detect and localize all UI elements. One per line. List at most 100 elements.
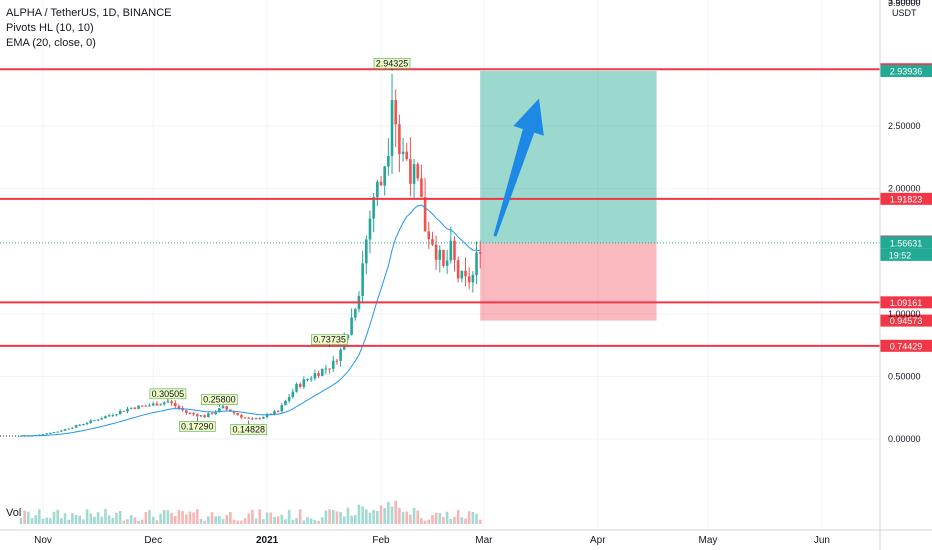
volume-bar (184, 514, 188, 524)
axis-tag-text: 1.56631 (890, 238, 923, 248)
candle-body (456, 260, 460, 279)
volume-bar (214, 516, 217, 524)
horizontal-levels[interactable]: 2.953251.918231.091610.744292.939361.577… (0, 63, 932, 352)
candle-body (196, 414, 199, 417)
candle-body (262, 417, 265, 419)
candle-body (107, 415, 111, 417)
price-tick-label: 2.00000 (888, 184, 921, 194)
axis-tag-text: 2.93936 (890, 66, 923, 76)
volume-bar (376, 510, 379, 524)
candle-body (346, 334, 350, 339)
stop-zone (480, 242, 657, 321)
volume-bar (96, 512, 100, 524)
volume-bar (317, 520, 320, 524)
time-tick-label: Nov (34, 535, 52, 546)
candle-body (118, 410, 122, 415)
volume-bar (243, 518, 247, 524)
time-tick-label: Dec (144, 535, 162, 546)
candle-body (398, 124, 401, 155)
volume-bar (287, 509, 291, 524)
volume-bar (273, 516, 276, 524)
candle-body (335, 360, 339, 362)
up-arrow-drawing[interactable] (493, 98, 544, 237)
candle-body (449, 240, 453, 261)
countdown-tag (880, 248, 932, 261)
candle-body (401, 151, 405, 155)
candle-body (170, 401, 173, 404)
candle-body (85, 422, 89, 425)
volume-bar (262, 519, 265, 524)
volume-bar (56, 509, 59, 524)
volume-bar (357, 504, 361, 524)
volume-bar (196, 509, 199, 524)
candle-body (353, 309, 357, 318)
pivot-box (373, 58, 411, 69)
candle-body (324, 368, 328, 370)
volume-bar (420, 518, 423, 524)
volume-bar (166, 510, 170, 524)
volume-bar (339, 511, 342, 524)
axis-tag-text: 0.94573 (890, 316, 923, 326)
volume-bar (346, 507, 350, 524)
volume-bar (71, 513, 74, 524)
ema-indicator-label[interactable]: EMA (20, close, 0) (6, 37, 96, 49)
volume-bar (335, 511, 339, 524)
volume-bar (225, 514, 228, 524)
symbol-title[interactable]: ALPHA / TetherUS, 1D, BINANCE (6, 7, 172, 19)
volume-bar (438, 513, 442, 524)
candle-body (177, 406, 181, 409)
candle-body (115, 414, 118, 416)
volume-bar (309, 518, 313, 524)
volume-bar (85, 509, 89, 524)
volume-bar (60, 518, 63, 524)
candle-body (104, 416, 107, 419)
long-position-tool[interactable] (480, 70, 657, 321)
candle-body (309, 378, 313, 380)
volume-bar (467, 511, 471, 524)
volume-bar (313, 519, 317, 524)
candle-body (140, 405, 144, 407)
candle-body (74, 425, 78, 428)
candle-body (63, 429, 67, 431)
chart-grid (0, 0, 880, 530)
volume-bar (45, 517, 48, 524)
volume-bar (49, 518, 52, 524)
pivot-text: 0.30505 (152, 389, 185, 399)
volume-bar (89, 513, 93, 524)
candle-body (416, 164, 420, 179)
volume-bar (475, 513, 478, 524)
candle-body (331, 360, 335, 369)
volume-bar (173, 516, 177, 524)
volume-bar (401, 512, 405, 524)
candle-body (372, 197, 375, 219)
volume-bar (111, 517, 115, 524)
volume-bar (464, 518, 467, 524)
candle-body (379, 181, 383, 186)
volume-bar (291, 519, 295, 524)
volume-bar (379, 505, 383, 524)
volume-bar (412, 507, 416, 524)
volume-bar (162, 510, 166, 524)
candle-body (284, 400, 287, 406)
volume-bar (115, 512, 118, 524)
price-tick-label: 2.50000 (888, 121, 921, 131)
candle-body (431, 239, 434, 245)
candle-body (467, 276, 471, 283)
volume-bar (251, 509, 254, 524)
candle-body (49, 432, 52, 434)
volume-label[interactable]: Vol (6, 507, 22, 519)
volume-bar (265, 512, 269, 524)
price-tick-label: 0.00000 (888, 434, 921, 444)
candle-body (328, 368, 331, 370)
candle-body (192, 412, 195, 415)
candle-body (41, 434, 45, 436)
volume-bar (78, 515, 82, 524)
volume-bar (342, 516, 346, 524)
pivots-indicator-label[interactable]: Pivots HL (10, 10) (6, 22, 94, 34)
volume-bar (434, 512, 438, 524)
candle-body (240, 414, 243, 418)
candle-body (460, 270, 464, 279)
volume-bar (67, 519, 71, 524)
